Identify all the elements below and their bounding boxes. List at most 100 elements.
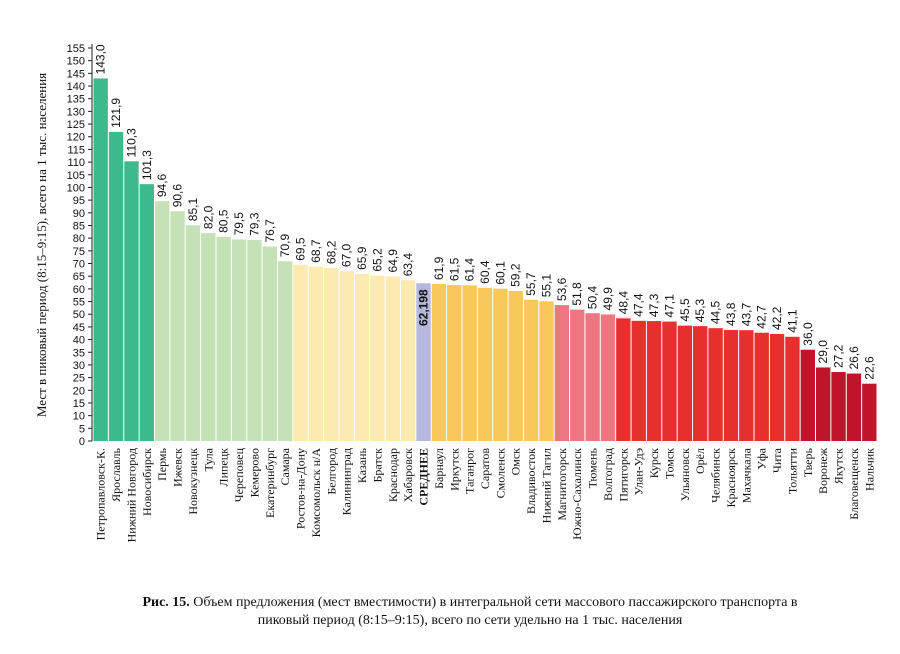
y-tick-label: 75: [73, 246, 85, 258]
value-label: 22,6: [862, 356, 876, 380]
x-tick-label: Ярославль: [109, 447, 123, 501]
y-tick-label: 85: [73, 220, 85, 232]
bar: [693, 326, 708, 441]
x-tick-label: Чита: [770, 447, 784, 473]
x-tick-label: Иркутск: [447, 448, 461, 491]
y-tick-label: 145: [67, 68, 85, 80]
caption-label: Рис. 15.: [142, 595, 190, 610]
bar: [769, 334, 785, 441]
bar: [585, 313, 600, 441]
x-tick-label: Екатеринбург: [263, 448, 277, 518]
y-tick-label: 20: [73, 385, 85, 397]
y-tick-label: 5: [79, 423, 85, 435]
chart: Мест в пиковый период (8:15–9:15), всего…: [34, 43, 877, 542]
y-tick-label: 10: [73, 411, 85, 423]
x-tick-label: Тюмень: [586, 447, 600, 488]
bar: [262, 246, 277, 441]
x-tick-label: Кемерово: [247, 448, 261, 497]
bar: [646, 321, 662, 441]
bar: [354, 273, 370, 441]
y-tick-label: 25: [73, 373, 85, 385]
value-label: 67,0: [340, 243, 354, 267]
value-label: 42,7: [755, 305, 769, 329]
y-axis-label: Мест в пиковый период (8:15–9:15), всего…: [34, 73, 49, 417]
bar: [846, 373, 862, 441]
y-tick-label: 45: [73, 322, 85, 334]
value-label: 59,2: [509, 263, 523, 287]
value-label: 85,1: [186, 198, 200, 222]
value-label: 47,3: [647, 293, 661, 317]
bar: [185, 225, 201, 441]
y-tick-label: 125: [67, 119, 85, 131]
x-tick-label: Братск: [370, 448, 384, 483]
y-tick-label: 120: [67, 132, 85, 144]
value-label: 121,9: [109, 98, 123, 128]
x-tick-label: Воронеж: [816, 447, 830, 494]
x-tick-label: Петропавловск-К.: [94, 448, 108, 540]
bar: [447, 285, 462, 441]
bar: [554, 305, 570, 441]
value-label: 79,5: [232, 212, 246, 236]
value-label: 82,0: [201, 205, 215, 229]
y-tick-label: 110: [67, 157, 85, 169]
value-label: 61,4: [463, 258, 477, 282]
value-label: 47,4: [632, 293, 646, 317]
x-tick-label: Тольятти: [785, 447, 799, 494]
value-label: 43,8: [724, 302, 738, 326]
y-tick-label: 30: [73, 360, 85, 372]
x-tick-label: Ижевск: [171, 448, 185, 487]
y-tick-label: 95: [73, 195, 85, 207]
x-tick-label: Якутск: [832, 448, 846, 484]
y-tick-label: 80: [73, 233, 85, 245]
y-tick-label: 50: [73, 309, 85, 321]
x-tick-label: Новокузнецк: [186, 448, 200, 515]
bar: [308, 266, 324, 441]
bar: [616, 318, 631, 441]
value-label: 65,2: [370, 248, 384, 272]
y-tick-label: 60: [73, 284, 85, 296]
y-tick-label: 100: [67, 182, 85, 194]
value-label: 62,198: [417, 289, 431, 326]
x-tick-label: Орёл: [693, 448, 707, 474]
value-label: 110,3: [124, 128, 138, 157]
bar: [462, 285, 477, 441]
value-label: 68,7: [309, 239, 323, 263]
y-tick-label: 0: [79, 436, 85, 448]
value-label: 61,5: [447, 257, 461, 281]
y-tick-label: 70: [73, 259, 85, 271]
x-tick-label: Нальчик: [862, 448, 876, 491]
x-tick-label: Благовещенск: [847, 448, 861, 520]
y-tick-label: 55: [73, 297, 85, 309]
value-label: 64,9: [386, 249, 400, 273]
value-label: 45,3: [693, 298, 707, 322]
value-label: 143,0: [94, 44, 108, 74]
value-label: 101,3: [140, 150, 154, 180]
bar: [216, 236, 231, 441]
bar: [293, 264, 308, 441]
value-label: 49,9: [601, 287, 615, 311]
bar: [785, 336, 800, 441]
bar: [523, 299, 539, 441]
x-tick-label: Нижний Новгород: [124, 448, 138, 542]
bar: [170, 211, 185, 441]
value-label: 48,4: [616, 291, 630, 315]
x-tick-label: Саратов: [478, 448, 492, 489]
y-tick-label: 130: [67, 106, 85, 118]
bar: [201, 233, 216, 441]
bar: [631, 320, 646, 441]
bar: [339, 271, 354, 441]
x-tick-label: Тула: [201, 447, 215, 471]
x-tick-label: Ульяновск: [678, 448, 692, 501]
value-label: 79,3: [247, 212, 261, 236]
bar: [477, 287, 493, 441]
x-tick-label: Омск: [509, 448, 523, 476]
bar: [416, 283, 431, 441]
value-label: 51,8: [570, 282, 584, 306]
x-tick-label: Самара: [278, 447, 292, 485]
bar: [723, 329, 739, 441]
x-tick-label: Комсомольск н/А: [309, 448, 323, 538]
bar: [800, 349, 816, 441]
value-label: 45,5: [678, 298, 692, 322]
y-tick-label: 65: [73, 271, 85, 283]
